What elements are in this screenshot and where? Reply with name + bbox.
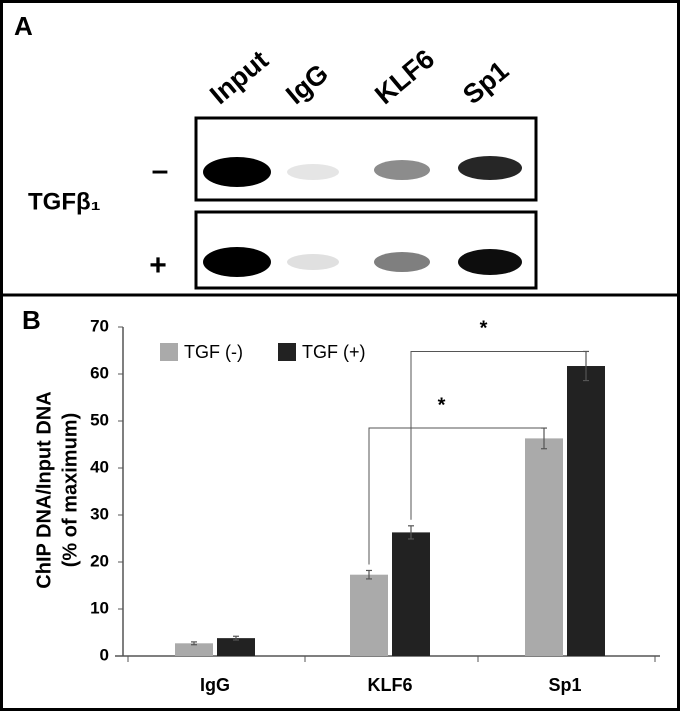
y-tick-label: 20 <box>90 551 109 570</box>
treatment-label: TGFβ₁ <box>28 188 101 215</box>
band <box>287 164 339 180</box>
lane-label: KLF6 <box>369 44 440 110</box>
band <box>374 252 430 272</box>
legend-swatch <box>160 343 178 361</box>
significance-label: * <box>480 318 488 340</box>
row-label: – <box>152 154 169 187</box>
error-bar <box>233 635 239 641</box>
error-bar <box>408 525 414 540</box>
y-tick-label: 60 <box>90 363 109 382</box>
bar <box>525 438 563 656</box>
lane-label: Input <box>204 45 274 110</box>
y-tick-label: 70 <box>90 316 109 335</box>
y-tick-label: 30 <box>90 504 109 523</box>
panel-label: A <box>14 11 33 41</box>
y-tick-label: 10 <box>90 598 109 617</box>
significance-bracket <box>410 350 587 520</box>
significance-label: * <box>438 394 446 416</box>
row-label: + <box>149 249 167 282</box>
y-tick-label: 0 <box>100 645 109 664</box>
bar <box>217 638 255 656</box>
error-bar <box>191 641 197 646</box>
legend-label: TGF (-) <box>184 342 243 362</box>
band <box>203 247 271 277</box>
significance-bracket <box>368 427 545 565</box>
lane-label: Sp1 <box>457 55 514 110</box>
x-tick-label: Sp1 <box>548 675 581 695</box>
y-tick-label: 40 <box>90 457 109 476</box>
gel-bands <box>203 156 522 277</box>
band <box>287 254 339 270</box>
bar <box>350 574 388 656</box>
bar <box>175 643 213 656</box>
y-axis-title: (% of maximum) <box>59 413 81 567</box>
y-tick-label: 50 <box>90 410 109 429</box>
x-tick-label: IgG <box>200 675 230 695</box>
band <box>458 156 522 180</box>
legend-swatch <box>278 343 296 361</box>
panel-label: B <box>22 305 41 335</box>
band <box>458 249 522 275</box>
y-axis-title: ChIP DNA/Input DNA <box>33 391 55 588</box>
band <box>374 160 430 180</box>
bar <box>392 532 430 656</box>
legend-label: TGF (+) <box>302 342 366 362</box>
bar <box>567 366 605 656</box>
error-bar <box>366 569 372 580</box>
lane-label: IgG <box>280 58 334 110</box>
x-tick-label: KLF6 <box>368 675 413 695</box>
band <box>203 157 271 187</box>
